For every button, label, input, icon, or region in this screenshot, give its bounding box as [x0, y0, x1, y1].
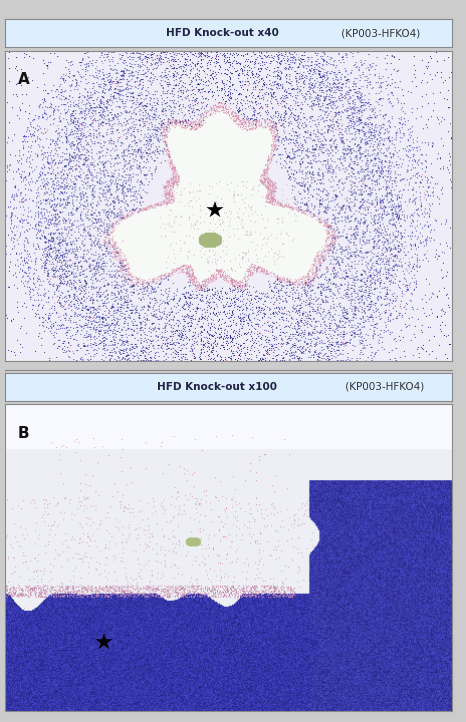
- Text: HFD Knock-out x40: HFD Knock-out x40: [166, 28, 279, 38]
- Text: ★: ★: [205, 202, 225, 222]
- Text: (KP003-HFKO4): (KP003-HFKO4): [338, 28, 420, 38]
- Text: ★: ★: [93, 634, 113, 653]
- Text: A: A: [18, 72, 30, 87]
- Text: (KP003-HFKO4): (KP003-HFKO4): [343, 382, 425, 392]
- Text: HFD Knock-out x100: HFD Knock-out x100: [157, 382, 277, 392]
- Text: B: B: [18, 426, 30, 441]
